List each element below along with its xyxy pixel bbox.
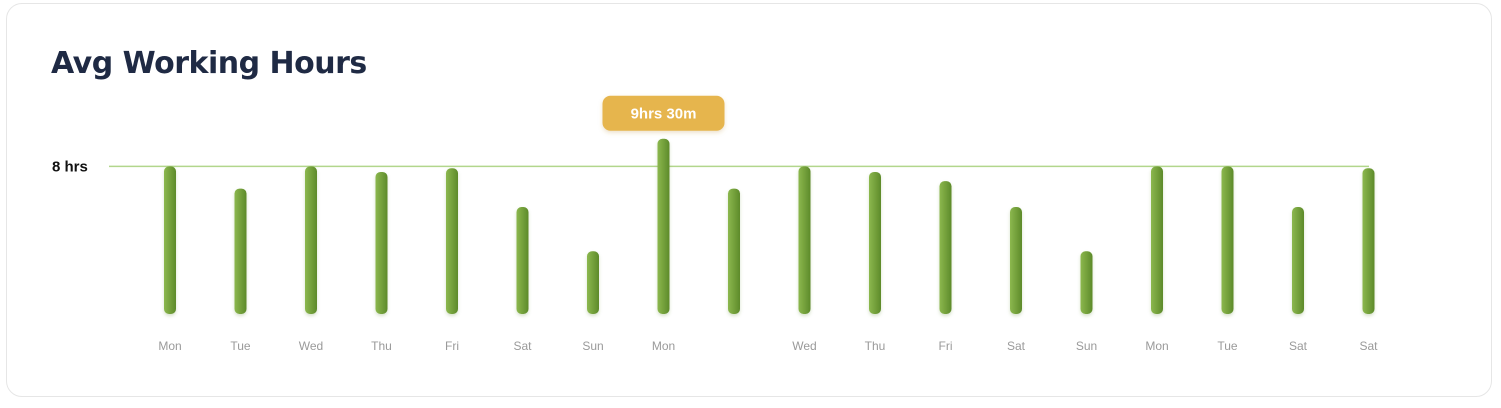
x-tick-label-15: Tue	[1217, 339, 1238, 353]
x-axis-tick-labels: Mon Tue Wed Thu Fri Sat Sun Mon Wed Thu Fri Sat Sun M…	[158, 339, 1378, 353]
x-tick-label-12: Sat	[1007, 339, 1026, 353]
bar-0[interactable]	[164, 166, 176, 314]
x-tick-label-10: Thu	[865, 339, 886, 353]
x-tick-label-14: Mon	[1145, 339, 1168, 353]
bar-1[interactable]	[234, 188, 247, 314]
bar-9[interactable]	[798, 166, 811, 314]
x-tick-label-2: Wed	[299, 339, 323, 353]
bar-13[interactable]	[1080, 251, 1093, 314]
bar-tooltip: 9hrs 30m	[602, 95, 725, 131]
x-tick-label-11: Fri	[939, 339, 953, 353]
reference-line-label: 8 hrs	[52, 158, 88, 175]
bar-14[interactable]	[1151, 166, 1163, 314]
tooltip-label: 9hrs 30m	[631, 105, 697, 122]
bar-11[interactable]	[939, 181, 952, 314]
bar-chart: 8 hrs Mon Tue Wed Thu Fri Sat Sun Mon Wed Thu Fri S…	[52, 95, 1378, 353]
card-title: Avg Working Hours	[51, 46, 367, 81]
bar-15[interactable]	[1221, 166, 1234, 314]
bar-10[interactable]	[869, 171, 881, 314]
x-tick-label-4: Fri	[445, 339, 459, 353]
bar-12[interactable]	[1010, 207, 1022, 314]
x-tick-label-5: Sat	[513, 339, 532, 353]
x-tick-label-9: Wed	[792, 339, 816, 353]
x-tick-label-7: Mon	[652, 339, 675, 353]
tooltip-background	[602, 95, 725, 131]
bar-16[interactable]	[1292, 207, 1304, 314]
avg-working-hours-card: Avg Working Hours 8 hrs Mon Tue Wed Thu Fri S…	[6, 3, 1492, 397]
bar-5[interactable]	[516, 207, 529, 314]
x-tick-label-16: Sat	[1289, 339, 1308, 353]
bar-8[interactable]	[728, 188, 740, 314]
x-tick-label-13: Sun	[1076, 339, 1097, 353]
x-tick-label-17: Sat	[1359, 339, 1378, 353]
x-tick-label-0: Mon	[158, 339, 181, 353]
x-tick-label-6: Sun	[582, 339, 603, 353]
bar-6[interactable]	[587, 251, 599, 314]
bars-group	[164, 138, 1375, 314]
x-tick-label-1: Tue	[230, 339, 251, 353]
bar-2[interactable]	[305, 166, 317, 314]
x-tick-label-3: Thu	[371, 339, 392, 353]
bar-7[interactable]	[657, 138, 670, 314]
bar-17[interactable]	[1362, 168, 1375, 314]
bar-4[interactable]	[446, 168, 458, 314]
bar-3[interactable]	[375, 171, 388, 314]
